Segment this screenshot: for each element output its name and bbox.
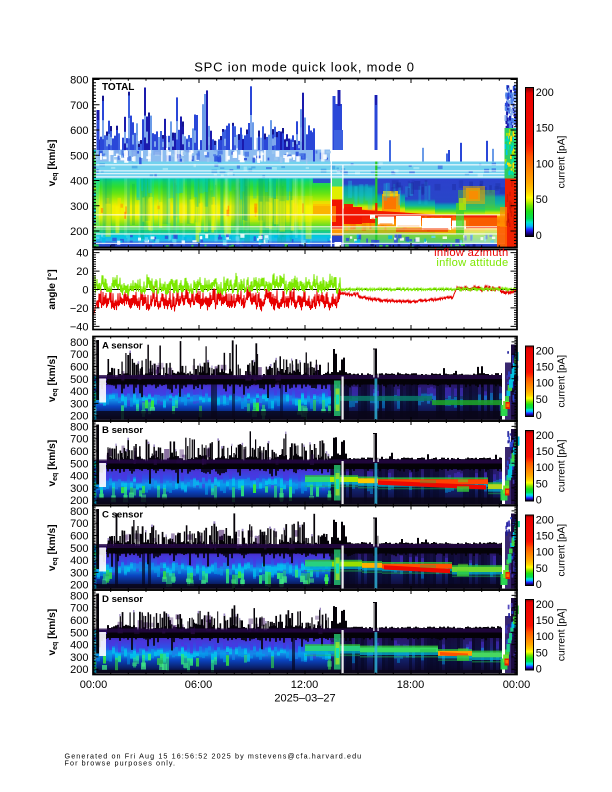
svg-text:0: 0	[536, 579, 542, 591]
svg-text:12:00: 12:00	[291, 679, 319, 691]
svg-text:For browse purposes only.: For browse purposes only.	[65, 759, 177, 768]
svg-text:800: 800	[70, 75, 88, 87]
svg-text:200: 200	[536, 430, 554, 442]
svg-text:B sensor: B sensor	[102, 425, 143, 436]
svg-text:400: 400	[70, 471, 88, 483]
svg-text:50: 50	[536, 478, 548, 490]
svg-text:00:00: 00:00	[80, 679, 108, 691]
svg-text:500: 500	[70, 627, 88, 639]
svg-text:inflow azimuth: inflow azimuth	[434, 247, 508, 259]
svg-text:700: 700	[70, 603, 88, 615]
svg-text:700: 700	[70, 434, 88, 446]
svg-text:06:00: 06:00	[185, 679, 213, 691]
svg-text:100: 100	[536, 547, 554, 559]
svg-text:150: 150	[536, 446, 554, 458]
svg-text:700: 700	[70, 349, 88, 361]
svg-text:angle [°]: angle [°]	[47, 269, 58, 309]
svg-text:150: 150	[536, 362, 554, 374]
svg-text:200: 200	[70, 664, 88, 676]
svg-text:current [pA]: current [pA]	[557, 136, 568, 189]
svg-text:0: 0	[536, 494, 542, 506]
svg-text:00:00: 00:00	[503, 679, 531, 691]
svg-text:400: 400	[70, 555, 88, 567]
svg-text:inflow attitude: inflow attitude	[436, 257, 508, 269]
svg-text:400: 400	[70, 176, 88, 188]
svg-text:300: 300	[70, 652, 88, 664]
svg-text:800: 800	[70, 421, 88, 433]
svg-text:50: 50	[536, 647, 548, 659]
svg-text:200: 200	[536, 514, 554, 526]
svg-text:100: 100	[536, 158, 554, 170]
svg-text:150: 150	[536, 615, 554, 627]
svg-text:−40: −40	[70, 321, 89, 333]
svg-text:0: 0	[82, 285, 88, 297]
svg-text:current [pA]: current [pA]	[557, 439, 568, 492]
svg-text:A sensor: A sensor	[102, 341, 143, 352]
svg-text:40: 40	[76, 248, 88, 260]
svg-text:400: 400	[70, 640, 88, 652]
svg-text:300: 300	[70, 201, 88, 213]
svg-text:600: 600	[70, 531, 88, 543]
svg-text:500: 500	[70, 150, 88, 162]
svg-text:200: 200	[70, 411, 88, 423]
svg-text:0: 0	[536, 410, 542, 422]
svg-text:100: 100	[536, 462, 554, 474]
svg-text:700: 700	[70, 100, 88, 112]
svg-text:100: 100	[536, 378, 554, 390]
svg-text:current [pA]: current [pA]	[557, 608, 568, 661]
svg-text:200: 200	[70, 580, 88, 592]
svg-text:200: 200	[536, 599, 554, 611]
svg-text:50: 50	[536, 394, 548, 406]
svg-text:200: 200	[536, 345, 554, 357]
svg-text:200: 200	[536, 87, 554, 99]
svg-text:150: 150	[536, 531, 554, 543]
svg-text:500: 500	[70, 458, 88, 470]
svg-text:18:00: 18:00	[397, 679, 425, 691]
svg-text:300: 300	[70, 483, 88, 495]
svg-text:current [pA]: current [pA]	[557, 524, 568, 577]
svg-text:600: 600	[70, 446, 88, 458]
svg-text:800: 800	[70, 506, 88, 518]
svg-text:0: 0	[536, 230, 542, 242]
svg-text:800: 800	[70, 590, 88, 602]
svg-text:2025–03–27: 2025–03–27	[274, 693, 335, 705]
svg-text:500: 500	[70, 374, 88, 386]
svg-text:−20: −20	[70, 303, 89, 315]
svg-text:300: 300	[70, 398, 88, 410]
svg-text:200: 200	[70, 495, 88, 507]
svg-text:300: 300	[70, 567, 88, 579]
svg-text:SPC ion mode quick look, mode: SPC ion mode quick look, mode 0	[194, 59, 415, 74]
svg-text:D sensor: D sensor	[102, 594, 143, 605]
svg-text:500: 500	[70, 543, 88, 555]
svg-text:800: 800	[70, 337, 88, 349]
svg-text:600: 600	[70, 125, 88, 137]
svg-text:C sensor: C sensor	[102, 510, 143, 521]
svg-text:Generated on Fri Aug 15 16:56:: Generated on Fri Aug 15 16:56:52 2025 by…	[65, 751, 363, 760]
svg-text:20: 20	[76, 266, 88, 278]
svg-text:TOTAL: TOTAL	[102, 82, 134, 93]
svg-text:600: 600	[70, 362, 88, 374]
svg-text:0: 0	[536, 663, 542, 675]
svg-text:50: 50	[536, 563, 548, 575]
svg-text:current [pA]: current [pA]	[557, 355, 568, 408]
svg-text:400: 400	[70, 386, 88, 398]
svg-text:100: 100	[536, 631, 554, 643]
svg-text:700: 700	[70, 518, 88, 530]
svg-text:600: 600	[70, 615, 88, 627]
svg-text:200: 200	[70, 226, 88, 238]
svg-text:50: 50	[536, 194, 548, 206]
svg-text:150: 150	[536, 123, 554, 135]
